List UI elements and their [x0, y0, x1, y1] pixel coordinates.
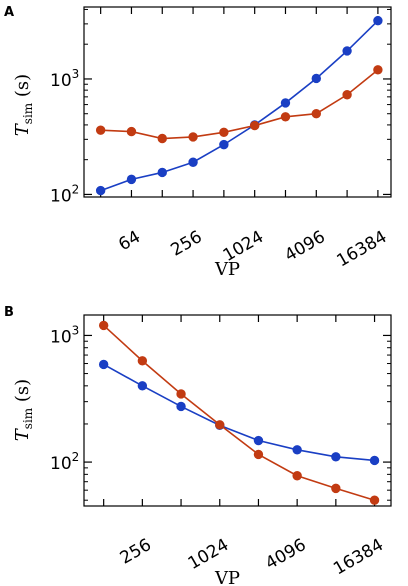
data-point-blue: [311, 73, 321, 84]
data-point-blue: [137, 381, 148, 391]
x-tick-label: 256: [167, 227, 205, 261]
data-point-red: [188, 132, 198, 142]
panel-letter: A: [4, 5, 14, 20]
data-point-blue: [176, 401, 186, 412]
data-point-red: [219, 127, 229, 138]
x-tick-label: 256: [117, 535, 155, 569]
data-point-blue: [292, 445, 302, 455]
data-point-red: [292, 471, 302, 481]
data-point-blue: [219, 139, 229, 150]
data-point-blue: [331, 452, 341, 462]
y-tick-label: 103: [50, 67, 79, 91]
data-point-blue: [369, 455, 380, 466]
data-point-red: [137, 356, 148, 366]
series-line-red: [100, 69, 379, 140]
data-point-blue: [95, 185, 106, 196]
x-tick-label: 16384: [330, 535, 387, 579]
y-axis-title: Tsim (s): [12, 74, 35, 136]
series-line-blue: [103, 363, 375, 462]
data-point-blue: [188, 157, 198, 167]
data-point-blue: [342, 46, 352, 56]
data-point-blue: [280, 98, 291, 108]
x-tick-label: 4096: [262, 535, 309, 574]
data-point-red: [311, 109, 321, 119]
x-tick-label: 16384: [334, 227, 391, 271]
panel-letter: B: [4, 305, 14, 320]
x-axis-title: VP: [214, 259, 240, 280]
y-tick-label: 102: [50, 450, 79, 474]
data-point-red: [157, 133, 167, 144]
data-point-red: [126, 126, 137, 137]
data-point-red: [342, 90, 352, 100]
x-axis-title: VP: [214, 568, 240, 586]
plot-frame: [83, 6, 392, 198]
y-tick-label: 102: [50, 182, 79, 206]
data-point-red: [98, 320, 109, 331]
y-tick-label: 103: [50, 323, 79, 347]
plot-frame: [83, 314, 392, 507]
data-point-blue: [157, 167, 167, 178]
data-point-red: [369, 495, 380, 505]
y-axis-title: Tsim (s): [12, 379, 35, 441]
data-point-blue: [373, 15, 383, 26]
data-point-red: [280, 112, 291, 122]
data-point-red: [176, 389, 186, 399]
series-line-blue: [100, 20, 379, 192]
data-point-blue: [126, 174, 137, 185]
data-point-red: [331, 483, 341, 494]
x-tick-label: 4096: [281, 227, 328, 266]
data-point-red: [95, 125, 106, 135]
data-point-red: [215, 420, 225, 430]
data-point-blue: [253, 435, 264, 446]
series-line-red: [103, 324, 375, 501]
data-point-red: [373, 65, 383, 75]
x-tick-label: 64: [115, 227, 144, 255]
data-point-red: [253, 449, 264, 460]
data-point-red: [249, 120, 260, 131]
data-point-blue: [98, 359, 109, 370]
